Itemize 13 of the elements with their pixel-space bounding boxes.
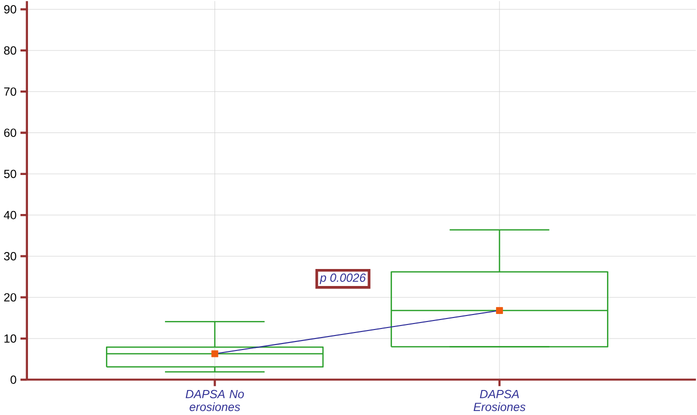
- y-tick-label: 90: [4, 5, 16, 14]
- x-tick-label: DAPSA Erosiones: [474, 390, 526, 412]
- y-tick-label: 60: [4, 128, 16, 138]
- y-tick-label: 50: [4, 170, 16, 178]
- y-tick-label: 70: [4, 88, 16, 96]
- y-tick-label: 10: [4, 334, 16, 343]
- y-tick-label: 20: [4, 293, 16, 302]
- y-tick-label: 0: [10, 376, 16, 384]
- annotation: p 0.0026: [320, 274, 366, 284]
- y-tick-label: 80: [4, 46, 16, 55]
- y-tick-label: 40: [4, 211, 16, 220]
- y-tick-label: 30: [4, 252, 16, 261]
- x-tick-label: DAPSA No erosiones: [186, 390, 244, 412]
